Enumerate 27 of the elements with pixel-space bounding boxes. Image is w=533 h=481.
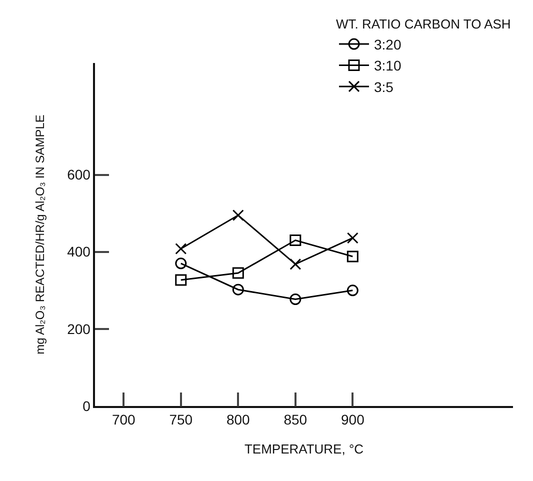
x-tick-label: 700 — [112, 412, 136, 428]
point — [346, 232, 358, 244]
y-tick-label: 0 — [82, 398, 91, 414]
point — [232, 267, 244, 279]
y-tick-label: 600 — [67, 166, 91, 183]
x-tick-label: 800 — [226, 412, 250, 428]
point — [175, 258, 187, 270]
x-axis-title: TEMPERATURE, °C — [244, 442, 364, 457]
legend-label: 3:20 — [374, 36, 402, 53]
y-tick-label: 400 — [67, 244, 91, 260]
legend-label: 3:10 — [374, 58, 402, 74]
x-tick-label: 750 — [169, 412, 193, 428]
point — [290, 258, 302, 270]
y-axis-title: mg Al₂O₃ REACTED/HR/g Al₂O₃ IN SAMPLE — [32, 114, 47, 354]
point — [290, 294, 302, 305]
y-tick-label: 200 — [67, 320, 91, 337]
point — [346, 284, 358, 296]
point — [175, 243, 187, 255]
point — [232, 284, 244, 296]
point — [346, 250, 358, 262]
legend-title: WT. RATIO CARBON TO ASH — [336, 16, 511, 32]
legend-label: 3:5 — [374, 78, 394, 95]
x-tick-label: 900 — [340, 412, 365, 428]
point — [232, 209, 244, 221]
point — [175, 274, 187, 286]
x-tick-label: 850 — [284, 412, 308, 428]
point — [290, 234, 302, 246]
